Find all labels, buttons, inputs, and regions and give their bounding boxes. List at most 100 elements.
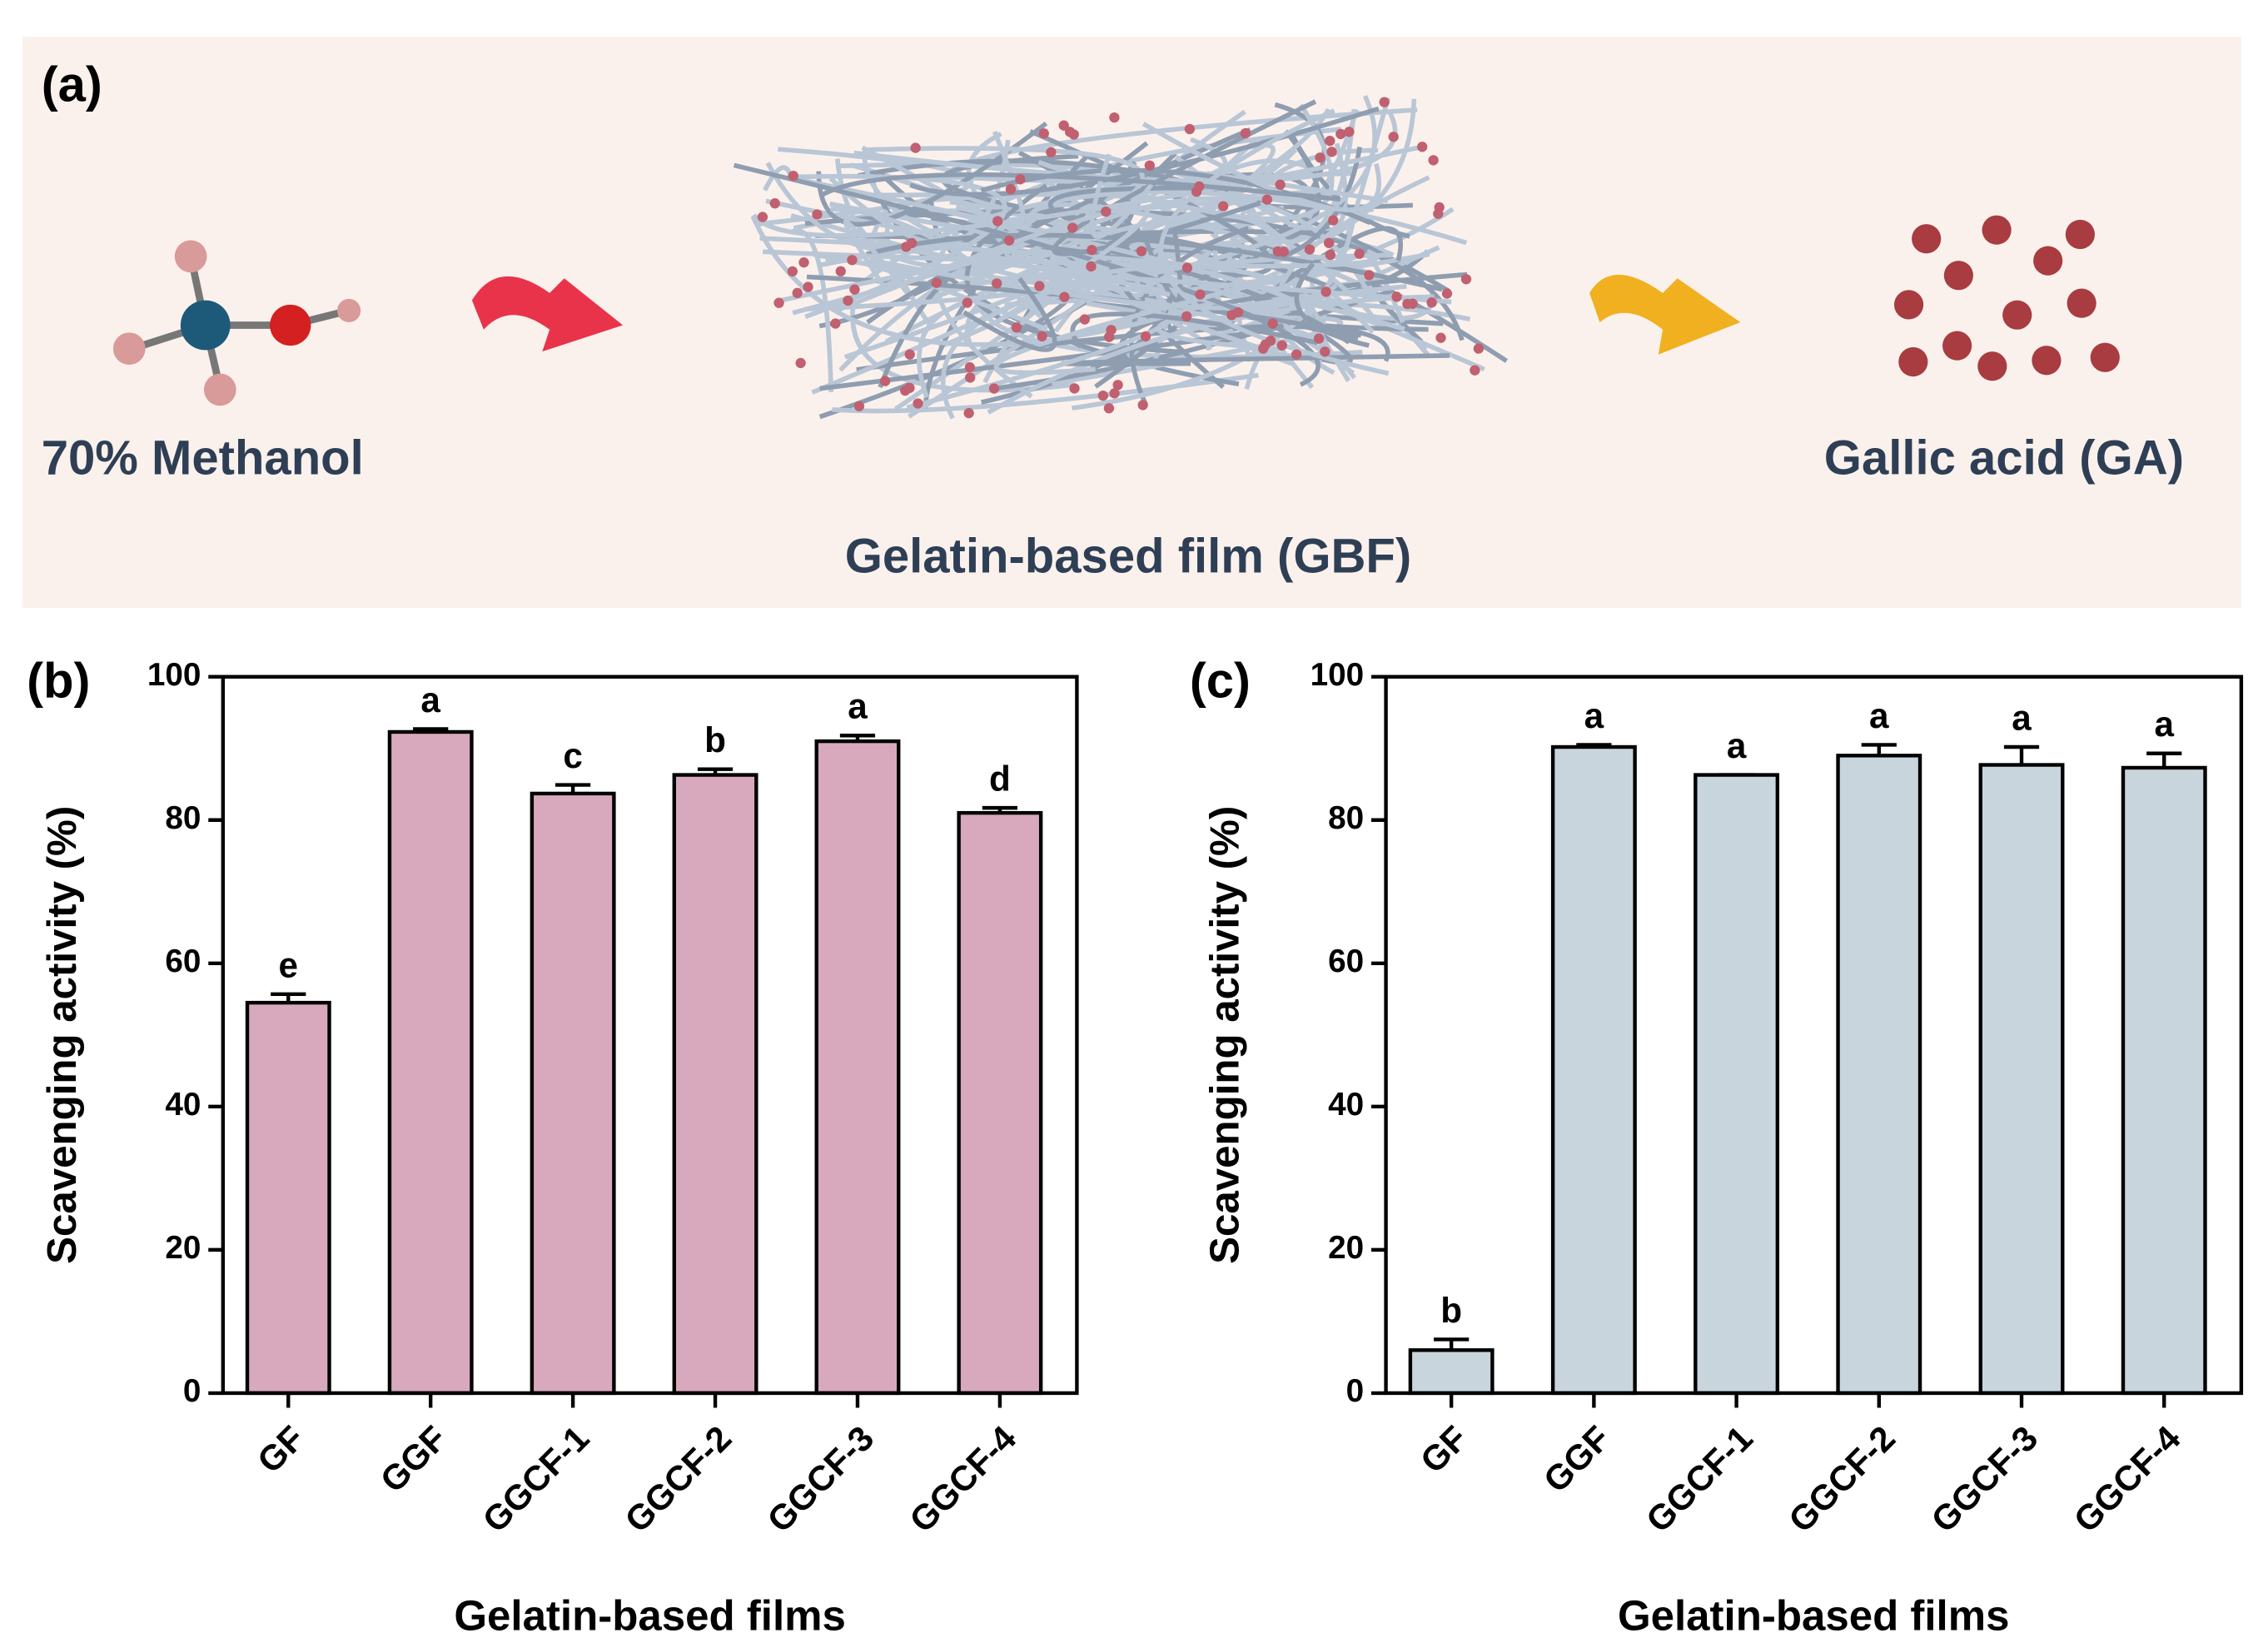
fiber-particle bbox=[787, 266, 798, 277]
y-tick-label: 100 bbox=[1311, 657, 1365, 693]
significance-letter: a bbox=[1869, 696, 1889, 735]
bar bbox=[1978, 763, 2065, 1396]
fiber-particle bbox=[798, 256, 809, 268]
fiber bbox=[733, 162, 1321, 387]
fiber-particle bbox=[1428, 155, 1439, 166]
panel-label: (c) bbox=[1190, 652, 1251, 708]
fiber bbox=[816, 121, 1048, 227]
fiber-particle bbox=[1354, 248, 1365, 259]
fiber bbox=[750, 215, 1222, 347]
fiber-particle bbox=[904, 382, 915, 393]
fiber-particle bbox=[1011, 322, 1022, 333]
fiber-particle bbox=[992, 216, 1003, 227]
y-axis-label: Scavenging activity (%) bbox=[39, 806, 85, 1264]
significance-letter: a bbox=[1727, 726, 1747, 765]
fiber-particle bbox=[963, 407, 974, 419]
fiber-particle bbox=[1304, 244, 1316, 255]
fiber-particle bbox=[1470, 365, 1480, 376]
panel-label: (b) bbox=[27, 652, 90, 708]
fiber bbox=[825, 256, 1048, 332]
fiber bbox=[804, 95, 1377, 312]
fiber-particle bbox=[795, 357, 806, 369]
fiber-particle bbox=[1460, 274, 1472, 285]
y-tick-label: 0 bbox=[1346, 1373, 1365, 1409]
fiber-particle bbox=[1181, 262, 1193, 273]
x-tick-label: GF bbox=[250, 1418, 312, 1481]
y-tick-label: 80 bbox=[165, 800, 201, 836]
fiber-particle bbox=[1417, 142, 1428, 152]
fiber-particle bbox=[1391, 291, 1402, 302]
fiber-particle bbox=[1278, 246, 1289, 257]
bar bbox=[672, 773, 758, 1396]
fiber-particle bbox=[1003, 235, 1015, 246]
bar bbox=[530, 791, 616, 1396]
y-tick-label: 40 bbox=[1328, 1087, 1364, 1123]
fiber-particle bbox=[1038, 128, 1049, 139]
fiber bbox=[795, 177, 1296, 304]
x-tick-label: GGCF-2 bbox=[1781, 1418, 1902, 1540]
fiber bbox=[987, 294, 1435, 415]
fiber bbox=[1037, 272, 1452, 305]
bar bbox=[814, 739, 901, 1396]
fiber-particle bbox=[1433, 208, 1444, 219]
fiber-particle bbox=[1109, 388, 1120, 399]
fiber-particle bbox=[910, 142, 921, 153]
fiber-particle bbox=[1069, 383, 1080, 394]
fiber bbox=[789, 228, 833, 392]
fiber-particle bbox=[1313, 333, 1325, 344]
fiber-particle bbox=[1181, 311, 1192, 322]
fiber bbox=[1047, 185, 1237, 216]
fiber-particle bbox=[1103, 403, 1115, 414]
fiber-particle bbox=[965, 372, 976, 383]
fiber bbox=[1241, 108, 1357, 245]
fiber-particle bbox=[1067, 222, 1078, 233]
x-tick-label: GF bbox=[1413, 1418, 1475, 1481]
significance-letter: a bbox=[2012, 699, 2032, 738]
fiber-particle bbox=[843, 295, 853, 306]
fiber-particle bbox=[1326, 147, 1337, 157]
y-tick-label: 0 bbox=[183, 1373, 201, 1409]
fiber-particle bbox=[1265, 335, 1276, 346]
fiber-particle bbox=[1046, 147, 1057, 157]
plot-frame bbox=[221, 675, 1079, 1396]
fiber-particle bbox=[849, 284, 860, 295]
significance-letter: b bbox=[704, 720, 726, 759]
fiber-particle bbox=[1267, 318, 1278, 329]
x-axis-label: Gelatin-based films bbox=[1618, 1591, 2009, 1639]
fiber-particle bbox=[1323, 237, 1335, 248]
fiber-particle bbox=[757, 212, 768, 222]
bar bbox=[1836, 754, 1922, 1396]
arrow bbox=[1589, 274, 1741, 355]
fiber-particle bbox=[931, 277, 943, 288]
fiber-particle bbox=[1379, 97, 1390, 107]
gelatin-film bbox=[733, 95, 1509, 420]
fiber-particle bbox=[1388, 132, 1399, 142]
significance-letter: a bbox=[2154, 705, 2174, 744]
fiber bbox=[1294, 261, 1370, 348]
fiber bbox=[838, 205, 1150, 326]
fiber bbox=[1129, 226, 1250, 406]
fiber-particle bbox=[773, 297, 784, 308]
y-tick-label: 80 bbox=[1328, 800, 1364, 836]
y-tick-label: 100 bbox=[147, 657, 201, 693]
fiber-particle bbox=[1106, 325, 1117, 336]
fiber-particle bbox=[1328, 215, 1339, 226]
fiber-particle bbox=[1426, 297, 1437, 308]
methanol-label: 70% Methanol bbox=[42, 431, 364, 485]
fiber-particle bbox=[1335, 128, 1346, 140]
fiber-particle bbox=[1059, 291, 1070, 302]
fiber-particle bbox=[1086, 261, 1097, 272]
x-tick-label: GGCF-2 bbox=[617, 1418, 739, 1540]
fiber-particle bbox=[1325, 136, 1335, 147]
fiber-particle bbox=[1473, 343, 1485, 354]
bar bbox=[387, 729, 474, 1396]
fiber bbox=[820, 172, 1340, 202]
fiber bbox=[1104, 264, 1175, 292]
significance-letter: b bbox=[1440, 1291, 1462, 1330]
x-tick-label: GGCF-3 bbox=[1923, 1418, 2045, 1540]
fiber-particle bbox=[1240, 127, 1251, 139]
gallic-acid-label: Gallic acid (GA) bbox=[1824, 431, 2184, 485]
fiber-particle bbox=[1087, 244, 1097, 256]
fiber bbox=[1081, 276, 1296, 358]
bar bbox=[1550, 744, 1637, 1396]
